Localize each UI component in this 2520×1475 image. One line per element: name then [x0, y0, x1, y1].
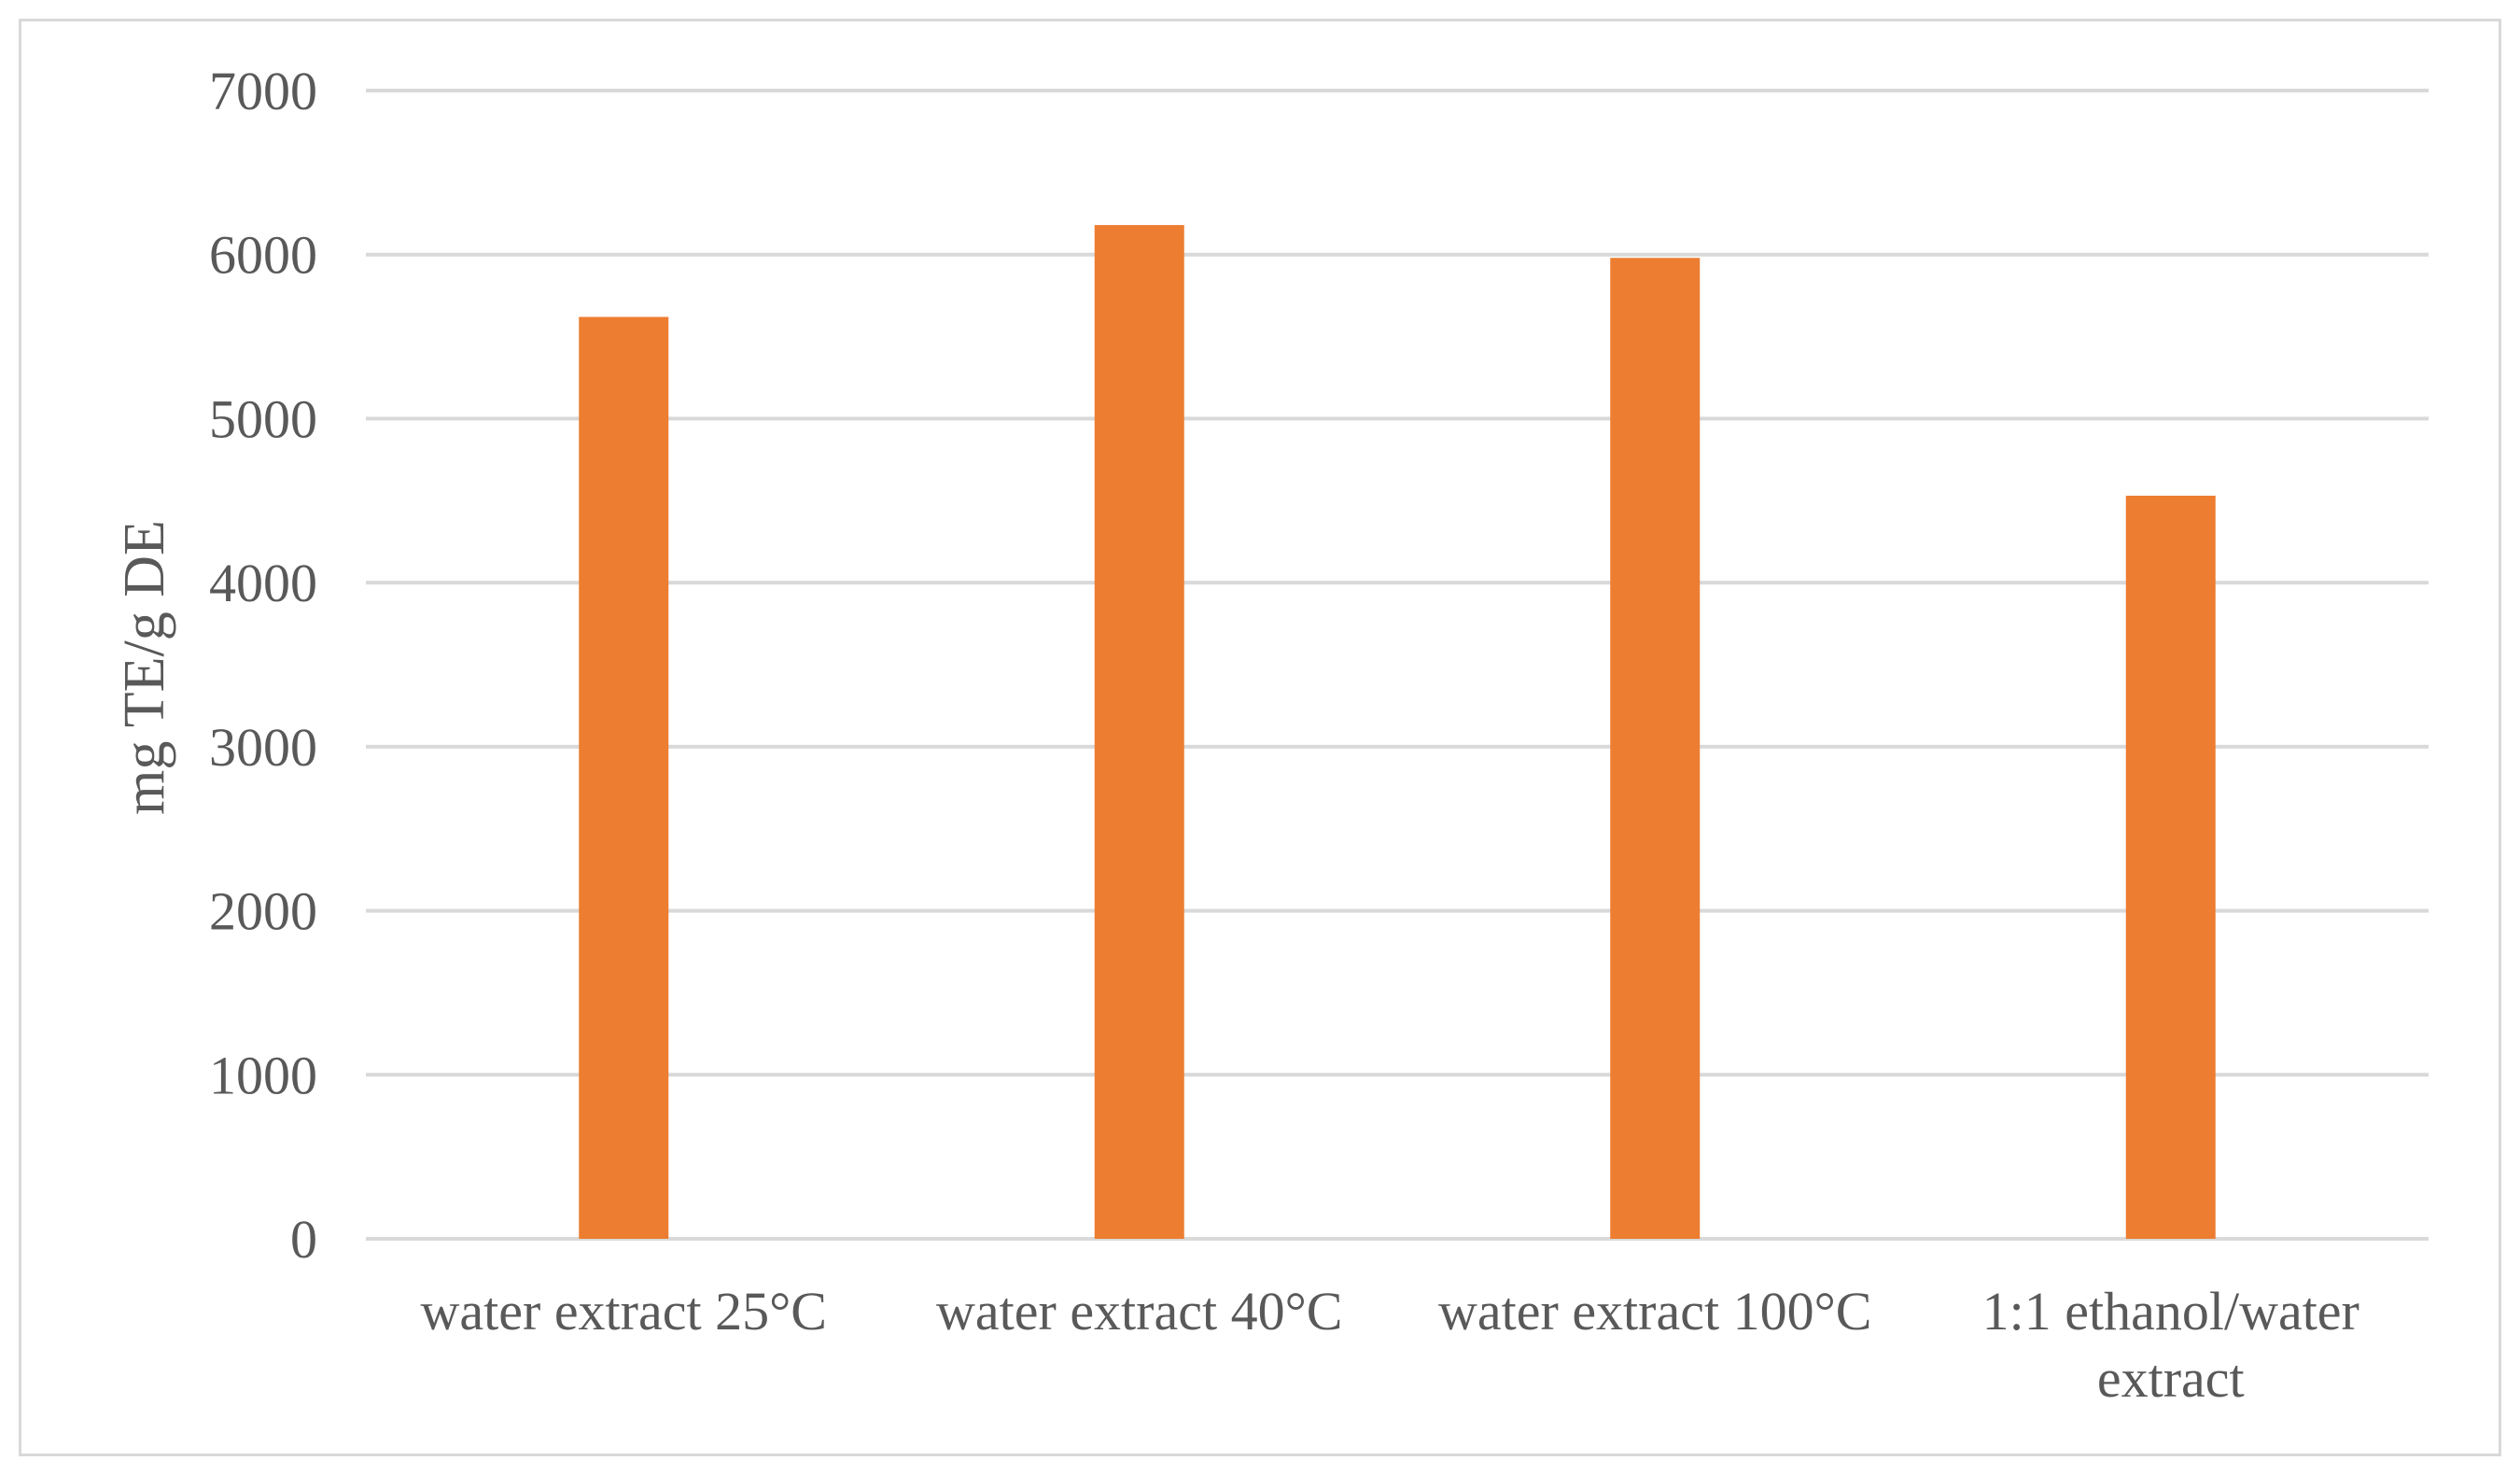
y-tick-label: 2000 [209, 881, 317, 942]
bar [1094, 225, 1184, 1240]
x-axis-ticks: water extract 25°C water extract 40°C wate… [421, 1281, 2359, 1409]
bar [1610, 258, 1701, 1240]
bar [579, 316, 669, 1239]
x-tick-label: water extract 100°C [1438, 1281, 1871, 1342]
x-tick-label: 1:1 ethanol/water extract [1982, 1281, 2359, 1409]
y-tick-label: 0 [290, 1209, 317, 1270]
x-tick-label: water extract 25°C [421, 1281, 827, 1342]
x-tick-label-line: extract [2097, 1348, 2245, 1409]
y-tick-label: 4000 [209, 553, 317, 613]
y-axis-ticks: 0 1000 2000 3000 4000 5000 6000 7000 [209, 61, 317, 1270]
y-tick-label: 5000 [209, 388, 317, 449]
x-tick-label: water extract 40°C [936, 1281, 1342, 1342]
x-tick-label-line: water extract 25°C [421, 1281, 827, 1342]
x-tick-label-line: water extract 40°C [936, 1281, 1342, 1342]
x-tick-label-line: water extract 100°C [1438, 1281, 1871, 1342]
y-tick-label: 1000 [209, 1045, 317, 1105]
gridlines [366, 89, 2429, 1241]
y-axis-title: mg TE/g DE [113, 520, 176, 815]
y-tick-label: 6000 [209, 225, 317, 286]
y-tick-label: 3000 [209, 717, 317, 778]
x-tick-label-line: 1:1 ethanol/water [1982, 1281, 2359, 1342]
bars [579, 225, 2216, 1240]
y-tick-label: 7000 [209, 61, 317, 121]
bar [2125, 496, 2216, 1239]
chart-frame [19, 19, 2501, 1456]
